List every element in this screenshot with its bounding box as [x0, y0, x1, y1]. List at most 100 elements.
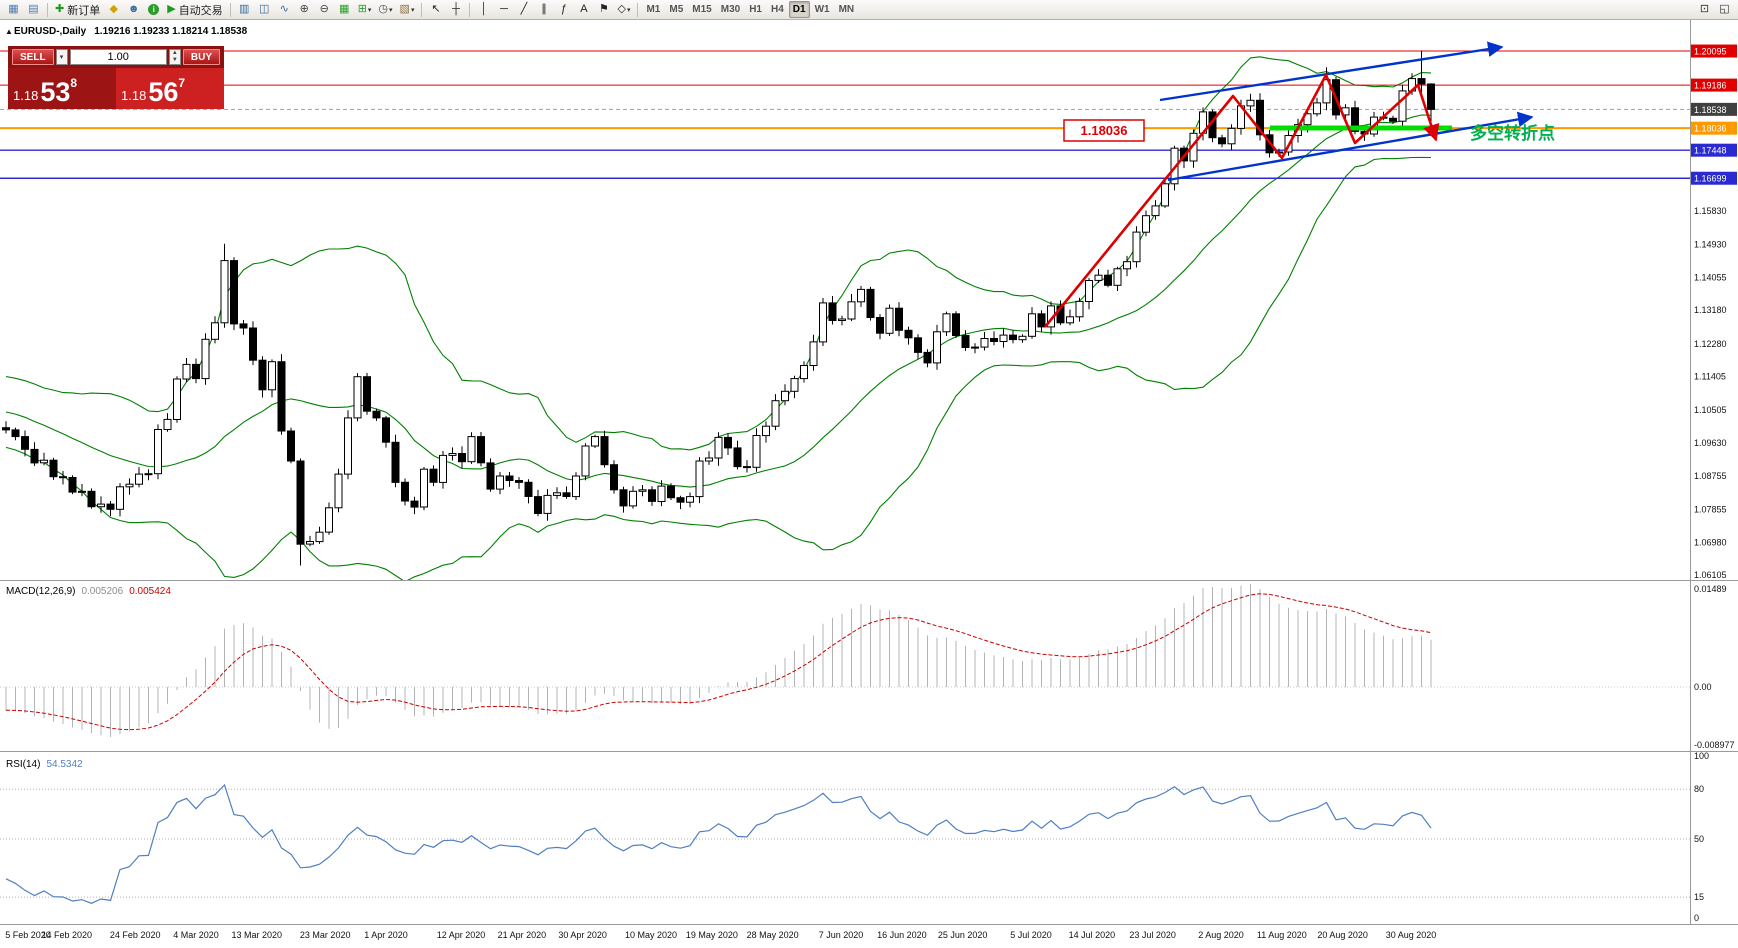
- candlestick-chart-icon[interactable]: ◫: [255, 1, 274, 18]
- candle: [600, 436, 609, 466]
- zoom-in-icon[interactable]: ⊕: [295, 1, 314, 18]
- volume-input[interactable]: 1.00: [69, 49, 167, 65]
- price-path-arrow[interactable]: [1043, 73, 1440, 328]
- channel-icon[interactable]: ∥: [534, 1, 553, 18]
- line-chart-icon: ∿: [279, 3, 289, 15]
- templates-icon[interactable]: ▧ ▾: [397, 1, 418, 18]
- candle: [923, 351, 932, 364]
- price-axis-label: 1.07855: [1694, 504, 1727, 514]
- candle: [876, 317, 884, 334]
- profiles-icon[interactable]: ▤: [24, 1, 43, 18]
- timeframe-h4[interactable]: H4: [770, 4, 784, 15]
- channel-upper-trendline[interactable]: [1159, 41, 1504, 102]
- candle: [781, 390, 789, 402]
- label-icon[interactable]: ⚑: [594, 1, 613, 18]
- fullscreen-icon[interactable]: ◱: [1715, 1, 1734, 18]
- fibonacci-icon[interactable]: ƒ: [554, 1, 573, 18]
- horizontal-line-icon[interactable]: ─: [494, 1, 513, 18]
- price-tag-text: 1.20095: [1694, 47, 1727, 57]
- cursor-icon[interactable]: ↖: [426, 1, 445, 18]
- price-callout-box[interactable]: [1063, 119, 1145, 142]
- templates-icon: ▧: [399, 3, 410, 15]
- candle: [230, 260, 238, 325]
- channel-lower-trendline[interactable]: [1167, 111, 1534, 182]
- autotrading-button[interactable]: ▶ 自动交易: [164, 1, 225, 18]
- tile-windows-icon[interactable]: ▦: [335, 1, 354, 18]
- metaeditor-icon: ◆: [109, 3, 118, 15]
- bid-big-digits: 53: [40, 77, 71, 107]
- timeframe-w1[interactable]: W1: [814, 4, 830, 15]
- accounts-icon[interactable]: ☻: [124, 1, 143, 18]
- candle: [1227, 127, 1236, 145]
- text-icon[interactable]: A: [574, 1, 593, 18]
- crosshair-icon[interactable]: ┼: [446, 1, 465, 18]
- vertical-line-icon[interactable]: │: [474, 1, 493, 18]
- trade-panel-toggle-icon[interactable]: ▲: [5, 27, 13, 36]
- metaeditor-icon[interactable]: ◆: [104, 1, 123, 18]
- candle: [752, 435, 761, 468]
- candle: [1256, 99, 1264, 136]
- time-axis-label: 30 Apr 2020: [558, 930, 607, 940]
- candle: [762, 425, 770, 437]
- price-axis-label: 1.13180: [1694, 305, 1727, 315]
- stepper-up-icon[interactable]: ▲: [171, 50, 178, 56]
- timeframe-d1[interactable]: D1: [788, 1, 810, 18]
- new-order-button[interactable]: ✚ 新订单: [52, 1, 103, 18]
- buy-button[interactable]: BUY: [182, 49, 220, 65]
- new-order-button-label: 新订单: [67, 4, 101, 17]
- candle: [1075, 300, 1084, 318]
- cn-annotation-label[interactable]: 多空转折点: [1470, 123, 1555, 143]
- line-chart-icon[interactable]: ∿: [275, 1, 294, 18]
- candle: [895, 307, 903, 331]
- time-axis-label: 23 Jul 2020: [1129, 930, 1176, 940]
- vertical-line-icon: │: [480, 3, 488, 15]
- price-axis-label: 1.06105: [1694, 570, 1727, 580]
- shapes-icon[interactable]: ◇ ▾: [614, 1, 633, 18]
- timeframe-m1[interactable]: M1: [646, 4, 661, 15]
- indicators-icon[interactable]: ⊞ ▾: [355, 1, 375, 18]
- candle: [1132, 231, 1141, 263]
- shapes-icon: ◇: [617, 3, 626, 15]
- timeframe-h1[interactable]: H1: [749, 4, 762, 15]
- timeframe-m15[interactable]: M15: [692, 4, 712, 15]
- info-icon[interactable]: i: [144, 1, 163, 18]
- candle: [287, 430, 295, 462]
- candle: [1142, 215, 1150, 233]
- sell-button[interactable]: SELL: [12, 49, 54, 65]
- periods-icon[interactable]: ◷ ▾: [375, 1, 395, 18]
- candle: [819, 302, 827, 343]
- trendline-icon[interactable]: ╱: [514, 1, 533, 18]
- stepper-down-icon[interactable]: ▼: [171, 57, 178, 63]
- volume-dropdown-icon[interactable]: ▾: [55, 49, 68, 65]
- price-axis-label: 1.12280: [1694, 339, 1727, 349]
- time-axis-label: 24 Feb 2020: [110, 930, 161, 940]
- timeframe-m30[interactable]: M30: [720, 4, 741, 15]
- candle: [477, 436, 485, 464]
- volume-stepper[interactable]: ▲ ▼: [168, 49, 181, 65]
- candle: [885, 307, 894, 334]
- candle: [448, 453, 457, 456]
- price-tag-text: 1.16699: [1694, 174, 1727, 184]
- candle: [771, 400, 780, 427]
- bid-price-button[interactable]: 1.18 53 8: [8, 68, 116, 109]
- candle: [1161, 183, 1169, 207]
- candle: [828, 302, 837, 321]
- time-axis-label: 5 Jul 2020: [1010, 930, 1052, 940]
- bar-chart-icon[interactable]: ▥: [235, 1, 254, 18]
- new-order-button-icon: ✚: [55, 3, 65, 15]
- candle: [534, 496, 542, 515]
- candle: [249, 327, 257, 361]
- ask-price-button[interactable]: 1.18 56 7: [116, 68, 224, 109]
- candle: [296, 460, 305, 545]
- timeframe-m5[interactable]: M5: [669, 4, 684, 15]
- print-icon[interactable]: ⊡: [1695, 1, 1714, 18]
- candle: [268, 361, 276, 391]
- toolbar-separator: [637, 2, 639, 17]
- timeframe-mn[interactable]: MN: [838, 4, 855, 15]
- accounts-icon: ☻: [127, 3, 140, 15]
- trendline-icon: ╱: [520, 3, 528, 15]
- candle: [515, 480, 523, 483]
- zoom-out-icon[interactable]: ⊖: [315, 1, 334, 18]
- new-chart-icon[interactable]: ▦: [4, 1, 23, 18]
